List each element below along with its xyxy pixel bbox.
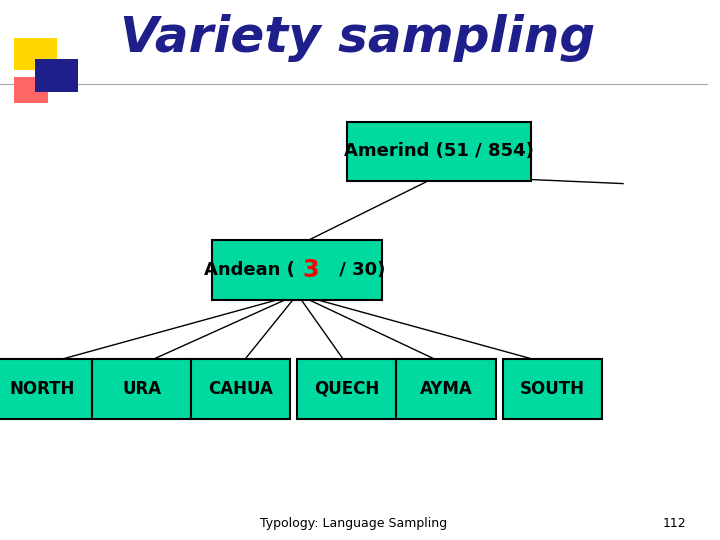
Text: Amerind (51 / 854): Amerind (51 / 854) [344, 142, 534, 160]
Text: 112: 112 [663, 517, 687, 530]
Text: Andean (: Andean ( [204, 261, 294, 279]
Text: AYMA: AYMA [420, 380, 472, 398]
Text: QUECH: QUECH [315, 380, 379, 398]
FancyBboxPatch shape [14, 38, 57, 70]
FancyBboxPatch shape [35, 59, 78, 92]
Text: / 30): / 30) [333, 261, 385, 279]
Text: Variety sampling: Variety sampling [120, 14, 595, 62]
FancyBboxPatch shape [92, 359, 192, 418]
FancyBboxPatch shape [0, 359, 92, 418]
FancyBboxPatch shape [347, 122, 531, 181]
FancyBboxPatch shape [212, 240, 382, 300]
FancyBboxPatch shape [503, 359, 602, 418]
Text: NORTH: NORTH [10, 380, 75, 398]
Text: URA: URA [122, 380, 161, 398]
FancyBboxPatch shape [397, 359, 495, 418]
FancyBboxPatch shape [297, 359, 397, 418]
Text: SOUTH: SOUTH [520, 380, 585, 398]
FancyBboxPatch shape [192, 359, 290, 418]
Text: Typology: Language Sampling: Typology: Language Sampling [261, 517, 448, 530]
Text: CAHUA: CAHUA [208, 380, 273, 398]
Text: 3: 3 [303, 258, 320, 282]
FancyBboxPatch shape [14, 77, 48, 103]
Text: Andean (3 / 30): Andean (3 / 30) [220, 261, 375, 279]
